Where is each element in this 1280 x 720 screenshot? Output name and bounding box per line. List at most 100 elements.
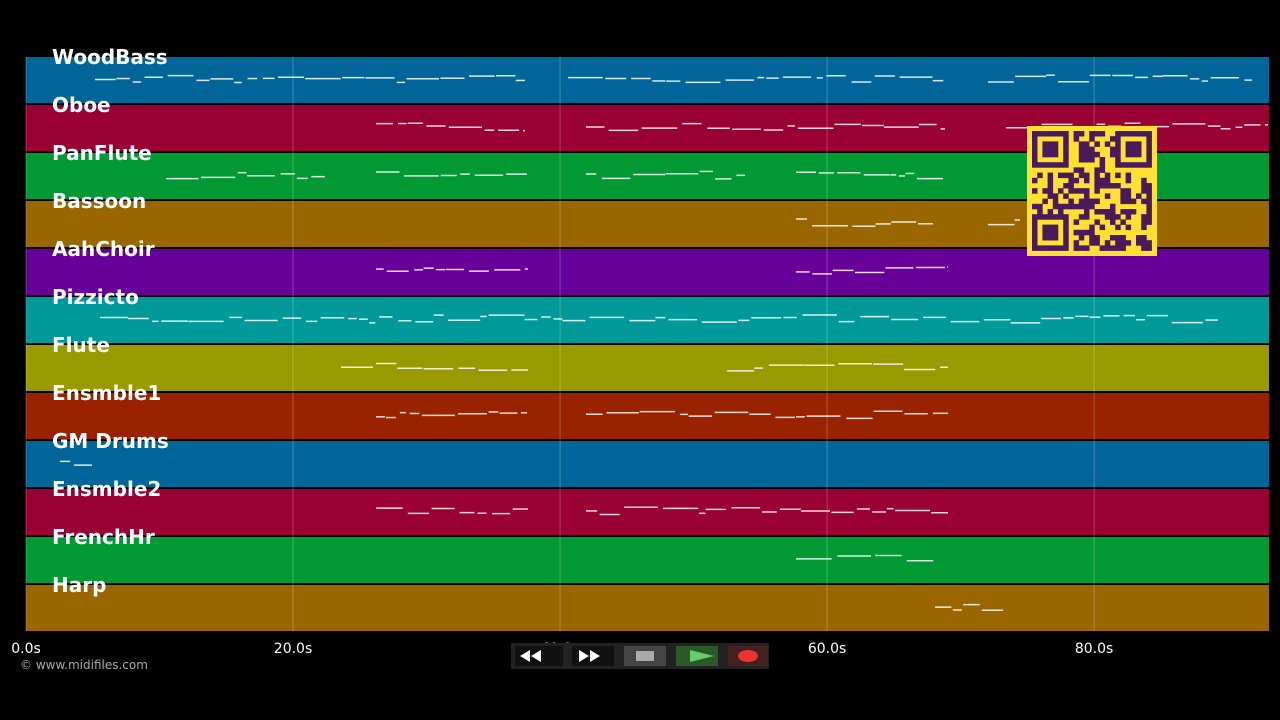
qr-cell [1141, 162, 1147, 168]
qr-cell [1042, 131, 1048, 137]
qr-cell [1047, 188, 1054, 194]
qr-cell [1125, 214, 1132, 220]
qr-cell [1047, 151, 1054, 158]
qr-cell [1125, 172, 1132, 179]
qr-cell [1063, 146, 1069, 153]
track-row [26, 537, 1269, 583]
forward-button[interactable] [572, 646, 614, 666]
qr-cell [1078, 141, 1085, 147]
qr-cell [1078, 146, 1085, 153]
qr-cell [1104, 177, 1111, 184]
qr-cell [1063, 245, 1069, 251]
track-name: Flute [52, 333, 110, 357]
qr-cell [1136, 235, 1142, 241]
qr-cell [1073, 136, 1080, 142]
qr-cell [1073, 177, 1080, 184]
qr-cell [1063, 214, 1069, 220]
qr-cell [1047, 131, 1054, 137]
track-name: Ensmble1 [52, 381, 161, 405]
qr-cell [1084, 146, 1090, 153]
qr-cell [1058, 203, 1064, 210]
qr-cell [1120, 188, 1126, 194]
qr-cell [1136, 131, 1142, 137]
qr-cell [1058, 162, 1064, 168]
qr-cell [1032, 235, 1038, 241]
qr-cell [1042, 198, 1048, 205]
qr-cell [1110, 151, 1116, 158]
qr-cell [1073, 229, 1080, 236]
qr-cell [1125, 188, 1132, 194]
track-name: AahChoir [52, 237, 155, 261]
tick-label: 60.0s [808, 641, 846, 657]
track-row [26, 441, 1269, 487]
qr-cell [1089, 131, 1095, 137]
play-button[interactable] [676, 646, 718, 666]
qr-cell [1125, 198, 1132, 205]
qr-cell [1032, 157, 1038, 163]
qr-cell [1073, 188, 1080, 194]
qr-cell [1130, 162, 1137, 168]
qr-cell [1068, 188, 1074, 194]
qr-cell [1104, 172, 1111, 179]
qr-cell [1136, 240, 1142, 246]
qr-cell [1120, 240, 1126, 246]
track-name: FrenchHr [52, 525, 155, 549]
qr-cell [1146, 151, 1152, 158]
qr-cell [1094, 209, 1100, 215]
qr-cell [1125, 146, 1132, 153]
track-name: Ensmble2 [52, 477, 161, 501]
qr-cell [1042, 214, 1048, 220]
qr-cell [1032, 136, 1038, 142]
qr-cell [1125, 162, 1132, 168]
qr-cell [1146, 141, 1152, 147]
qr-cell [1037, 131, 1043, 137]
qr-cell [1052, 203, 1059, 210]
qr-cell [1084, 177, 1090, 184]
qr-cell [1063, 141, 1069, 147]
qr-cell [1125, 151, 1132, 158]
qr-cell [1094, 235, 1100, 241]
track-name: Pizzicto [52, 285, 139, 309]
record-button[interactable] [728, 646, 768, 666]
qr-cell [1120, 245, 1126, 251]
qr-cell [1068, 183, 1074, 189]
track-name: Bassoon [52, 189, 146, 213]
qr-cell [1130, 131, 1137, 137]
qr-cell [1084, 209, 1090, 215]
qr-cell [1078, 235, 1085, 241]
qr-cell [1146, 209, 1152, 215]
qr-cell [1141, 219, 1147, 225]
qr-cell [1104, 209, 1111, 215]
qr-cell [1063, 229, 1069, 236]
qr-cell [1094, 188, 1100, 194]
qr-cell [1130, 146, 1137, 153]
qr-cell [1032, 177, 1038, 184]
qr-cell [1099, 245, 1106, 251]
track-row [26, 393, 1269, 439]
qr-cell [1032, 203, 1038, 210]
rewind-button[interactable] [515, 646, 563, 666]
qr-cell [1146, 198, 1152, 205]
qr-cell [1052, 229, 1059, 236]
qr-cell [1141, 240, 1147, 246]
qr-cell [1094, 151, 1100, 158]
qr-cell [1037, 209, 1043, 215]
qr-cell [1032, 240, 1038, 246]
qr-cell [1115, 146, 1121, 153]
qr-cell [1141, 245, 1147, 251]
qr-cell [1094, 177, 1100, 184]
qr-cell [1047, 245, 1054, 251]
stop-button[interactable] [624, 646, 666, 666]
qr-cell [1063, 162, 1069, 168]
qr-cell [1063, 136, 1069, 142]
qr-cell [1052, 245, 1059, 251]
qr-cell [1047, 183, 1054, 189]
qr-cell [1136, 146, 1142, 153]
qr-cell [1047, 193, 1054, 199]
qr-cell [1058, 172, 1064, 179]
track-name: PanFlute [52, 141, 152, 165]
qr-cell [1063, 203, 1069, 210]
qr-cell [1063, 235, 1069, 241]
